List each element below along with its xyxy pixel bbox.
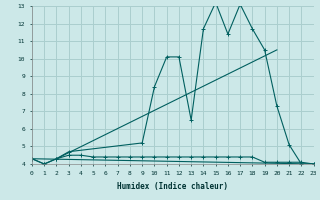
X-axis label: Humidex (Indice chaleur): Humidex (Indice chaleur) bbox=[117, 182, 228, 191]
